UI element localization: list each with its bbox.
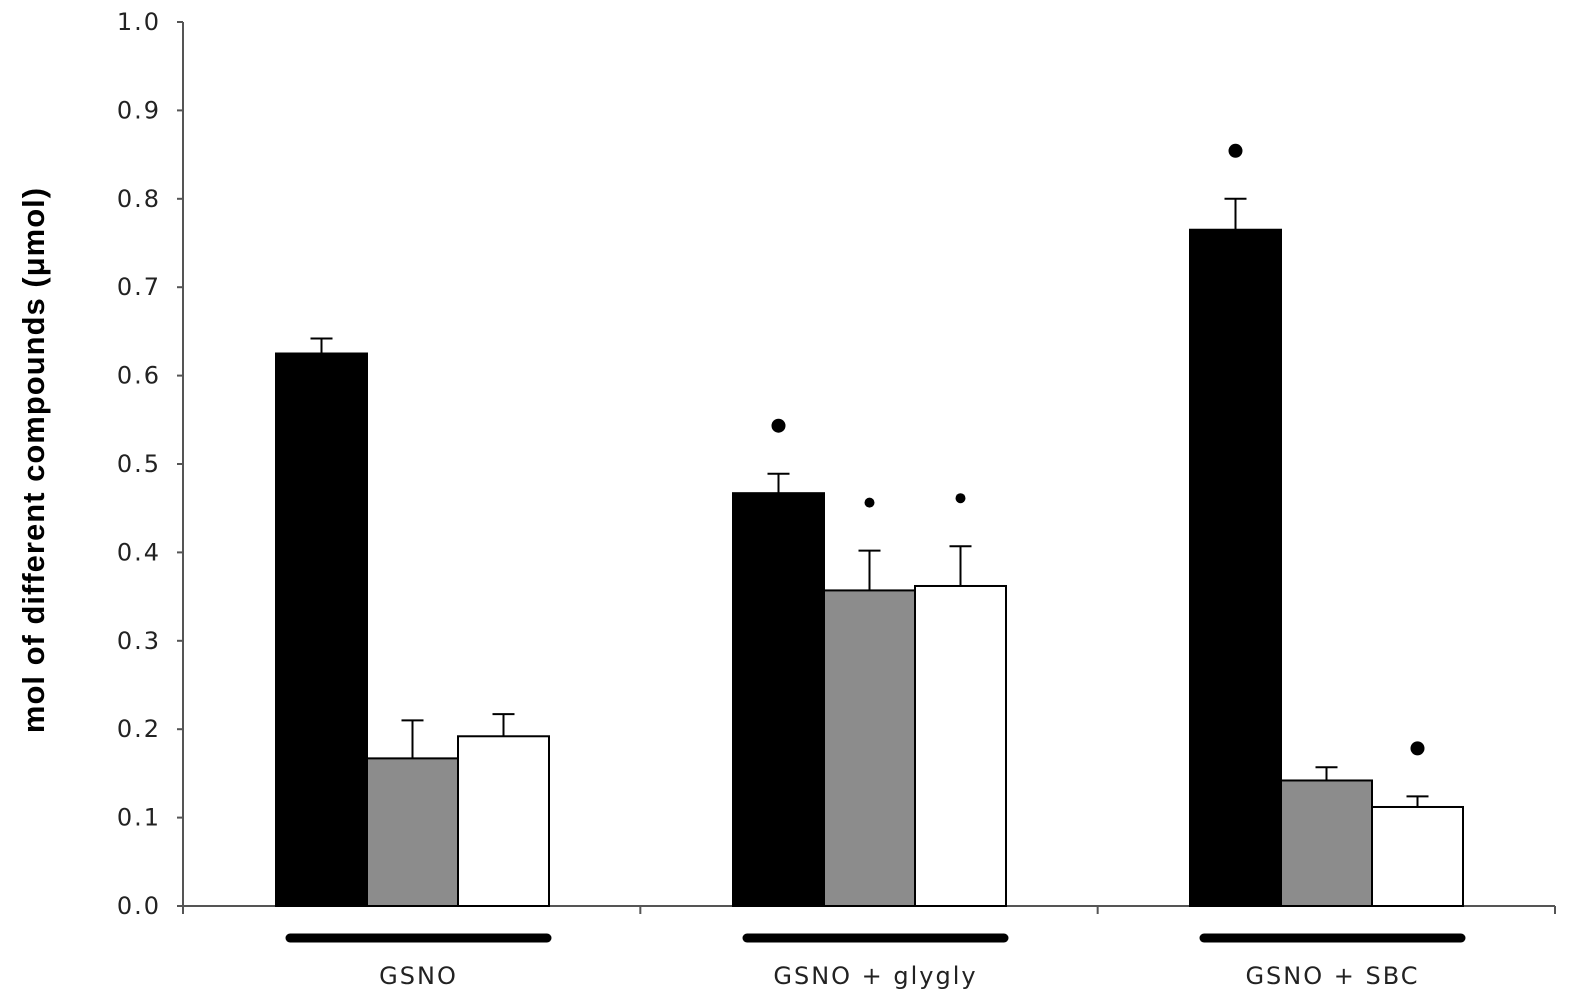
bar xyxy=(823,589,916,907)
bar xyxy=(914,584,1007,907)
error-bars xyxy=(310,197,1429,807)
y-tick-label: 0.5 xyxy=(117,450,161,478)
y-axis-title: mol of different compounds (μmol) xyxy=(16,187,51,733)
y-tick-label: 1.0 xyxy=(117,8,161,36)
bar xyxy=(1189,228,1282,908)
bar xyxy=(1280,779,1373,907)
y-tick-label: 0.1 xyxy=(117,804,161,832)
bar xyxy=(1371,805,1464,908)
bars xyxy=(275,228,1464,908)
significance-dot xyxy=(1410,741,1425,756)
significance-dot xyxy=(864,497,875,508)
category-labels: GSNO GSNO + glygly GSNO + SBC xyxy=(285,933,1466,990)
y-tick-label: 0.8 xyxy=(117,185,161,213)
y-ticks: 0.0 0.1 0.2 0.3 0.4 0.5 0.6 0.7 0.8 0.9 1.0 xyxy=(117,8,183,920)
bar xyxy=(275,352,368,907)
bar xyxy=(366,757,459,908)
significance-dot xyxy=(771,418,786,433)
significance-dot xyxy=(955,493,966,504)
y-tick-label: 0.2 xyxy=(117,715,161,743)
y-tick-label: 0.0 xyxy=(117,892,161,920)
category-label: GSNO + SBC xyxy=(1245,962,1419,990)
bar xyxy=(732,492,825,907)
category-label: GSNO xyxy=(379,962,458,990)
bar xyxy=(457,735,550,907)
y-tick-label: 0.7 xyxy=(117,273,161,301)
y-tick-label: 0.9 xyxy=(117,96,161,124)
category-label: GSNO + glygly xyxy=(773,962,977,990)
significance-markers xyxy=(771,143,1425,756)
y-tick-label: 0.3 xyxy=(117,627,161,655)
y-tick-label: 0.4 xyxy=(117,538,161,566)
significance-dot xyxy=(1228,143,1243,158)
y-tick-label: 0.6 xyxy=(117,362,161,390)
